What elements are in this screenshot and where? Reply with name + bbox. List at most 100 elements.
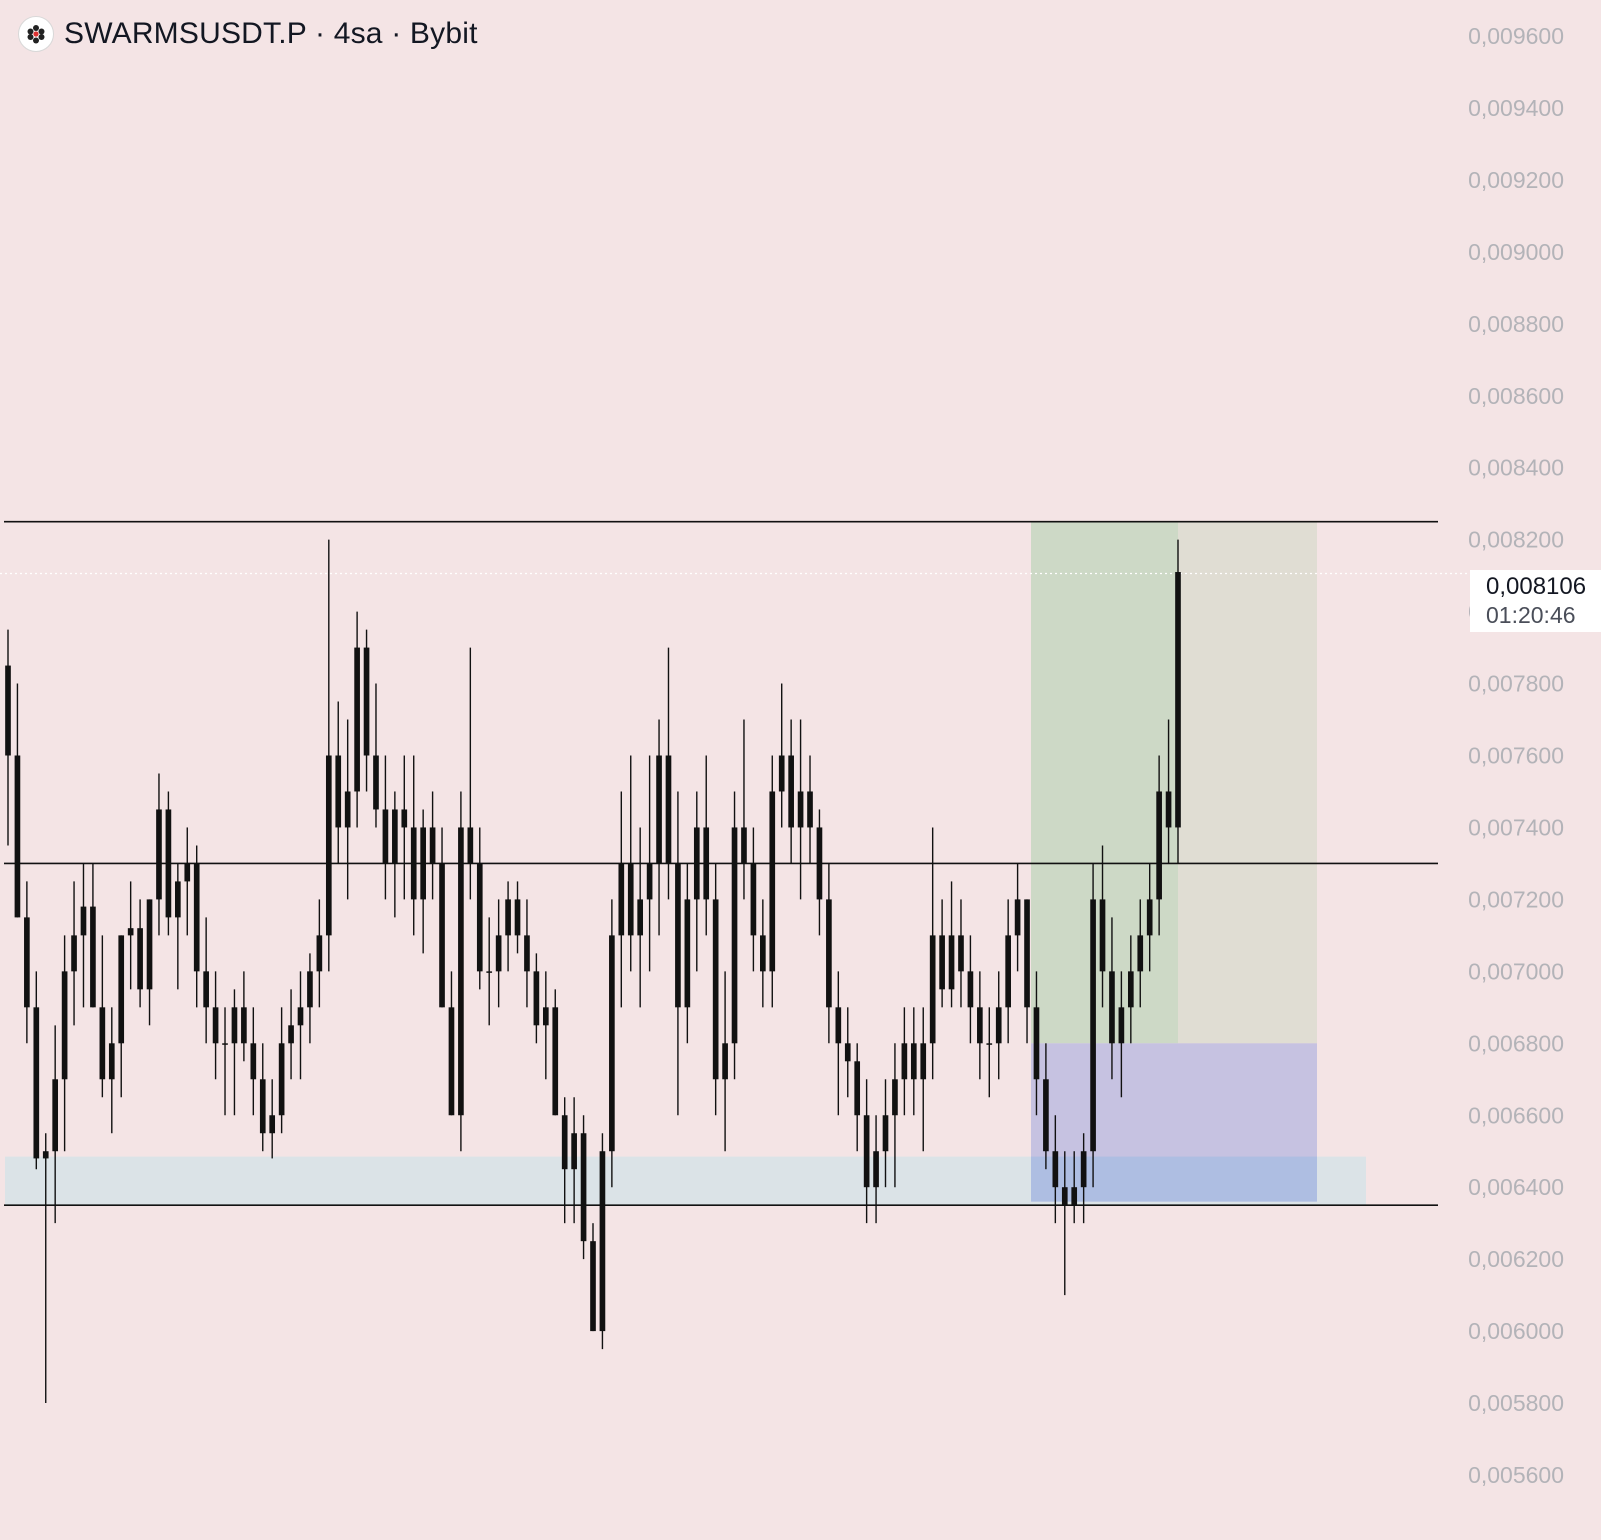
candle-body — [816, 827, 823, 900]
candle-body — [684, 899, 691, 1008]
candle-body — [958, 935, 964, 972]
candle-body — [750, 863, 757, 936]
candle-body — [316, 935, 323, 972]
candle-body — [1109, 971, 1115, 1044]
price-axis-tick: 0,009400 — [1468, 95, 1564, 121]
candle-body — [231, 1007, 238, 1044]
candle-body — [665, 755, 672, 864]
price-axis-tick: 0,007600 — [1468, 743, 1564, 769]
candle-body — [580, 1133, 587, 1242]
candle-body — [835, 1007, 842, 1044]
candle-body — [108, 1043, 115, 1080]
candle-body — [788, 755, 794, 828]
price-axis-tick: 0,006600 — [1468, 1102, 1564, 1128]
candle-body — [939, 935, 945, 990]
candle-body — [203, 971, 209, 1008]
candle-body — [259, 1079, 266, 1134]
candle-body — [1033, 1007, 1040, 1080]
candle-body — [844, 1043, 851, 1062]
candle-body — [420, 827, 426, 900]
candle-body — [712, 899, 719, 1080]
candle-body — [646, 863, 653, 900]
candle-body — [156, 809, 162, 900]
candle-body — [675, 863, 681, 1008]
candle-body — [967, 971, 974, 1008]
current-price-value: 0,008106 — [1486, 573, 1587, 600]
candle-body — [863, 1115, 870, 1188]
current-price-label: 0,008106 01:20:46 — [1470, 570, 1601, 632]
candle-body — [297, 1007, 304, 1026]
candle-body — [627, 863, 634, 936]
candle-body — [42, 1151, 49, 1159]
candle-body — [14, 755, 21, 918]
candle-body — [1061, 1187, 1068, 1206]
candle-body — [222, 1043, 228, 1045]
candle-body — [373, 755, 379, 810]
candle-body — [486, 971, 493, 973]
candle-body — [458, 827, 464, 1116]
candle-body — [901, 1043, 908, 1080]
candle-body — [892, 1079, 898, 1116]
candle-body — [401, 809, 408, 828]
candle-body — [137, 928, 143, 990]
candle-body — [99, 1007, 106, 1080]
candle-body — [552, 1007, 559, 1116]
candle-body — [1146, 899, 1153, 936]
candle-body — [977, 1007, 983, 1044]
price-axis-tick: 0,006200 — [1468, 1246, 1564, 1272]
price-axis-tick: 0,005800 — [1468, 1390, 1564, 1416]
candle-body — [71, 935, 77, 972]
price-axis-tick: 0,008600 — [1468, 383, 1564, 409]
candle-body — [250, 1043, 257, 1080]
candle-body — [325, 755, 332, 936]
candle-body — [731, 827, 738, 1044]
candle-body — [33, 1007, 40, 1159]
price-axis-tick: 0,008200 — [1468, 527, 1564, 553]
candle-body — [476, 863, 483, 972]
candle-body — [146, 899, 153, 990]
bar-countdown: 01:20:46 — [1486, 602, 1576, 628]
candle-body — [429, 827, 436, 864]
candle-body — [307, 971, 313, 1008]
price-axis-tick: 0,007000 — [1468, 958, 1564, 984]
candle-body — [741, 827, 747, 864]
candle-body — [920, 1043, 927, 1080]
profit-zone-extension — [1178, 521, 1317, 1044]
candle-body — [873, 1151, 879, 1188]
price-axis-tick: 0,006800 — [1468, 1030, 1564, 1056]
candle-body — [514, 899, 521, 936]
price-axis-tick: 0,006400 — [1468, 1174, 1564, 1200]
candle-body — [769, 791, 776, 972]
candle-body — [948, 935, 955, 990]
candle-body — [363, 647, 370, 756]
candle-body — [1127, 971, 1134, 1008]
candle-body — [929, 935, 936, 1044]
candle-body — [1024, 899, 1030, 1008]
candle-body — [448, 1007, 455, 1116]
candle-body — [542, 1007, 549, 1026]
symbol-logo-icon — [18, 16, 54, 52]
price-axis-tick: 0,005600 — [1468, 1462, 1564, 1488]
candle-body — [1043, 1079, 1049, 1152]
price-axis-tick: 0,007800 — [1468, 671, 1564, 697]
candle-body — [533, 971, 540, 1026]
symbol-title[interactable]: SWARMSUSDT.P · 4sa · Bybit — [64, 17, 478, 50]
candle-body — [5, 665, 11, 756]
candle-body — [618, 863, 625, 936]
candle-body — [1071, 1187, 1078, 1206]
candle-body — [269, 1115, 276, 1134]
candle-body — [80, 906, 87, 936]
candle-body — [118, 935, 125, 1044]
candle-body — [778, 755, 785, 792]
price-axis-tick: 0,006000 — [1468, 1318, 1564, 1344]
candle-body — [212, 1007, 219, 1044]
candle-body — [1165, 791, 1172, 828]
candle-body — [127, 928, 134, 936]
candle-body — [703, 827, 710, 900]
candle-body — [1156, 791, 1162, 900]
candle-body — [590, 1241, 596, 1332]
chart-header: SWARMSUSDT.P · 4sa · Bybit — [18, 14, 478, 54]
candle-body — [184, 863, 191, 882]
